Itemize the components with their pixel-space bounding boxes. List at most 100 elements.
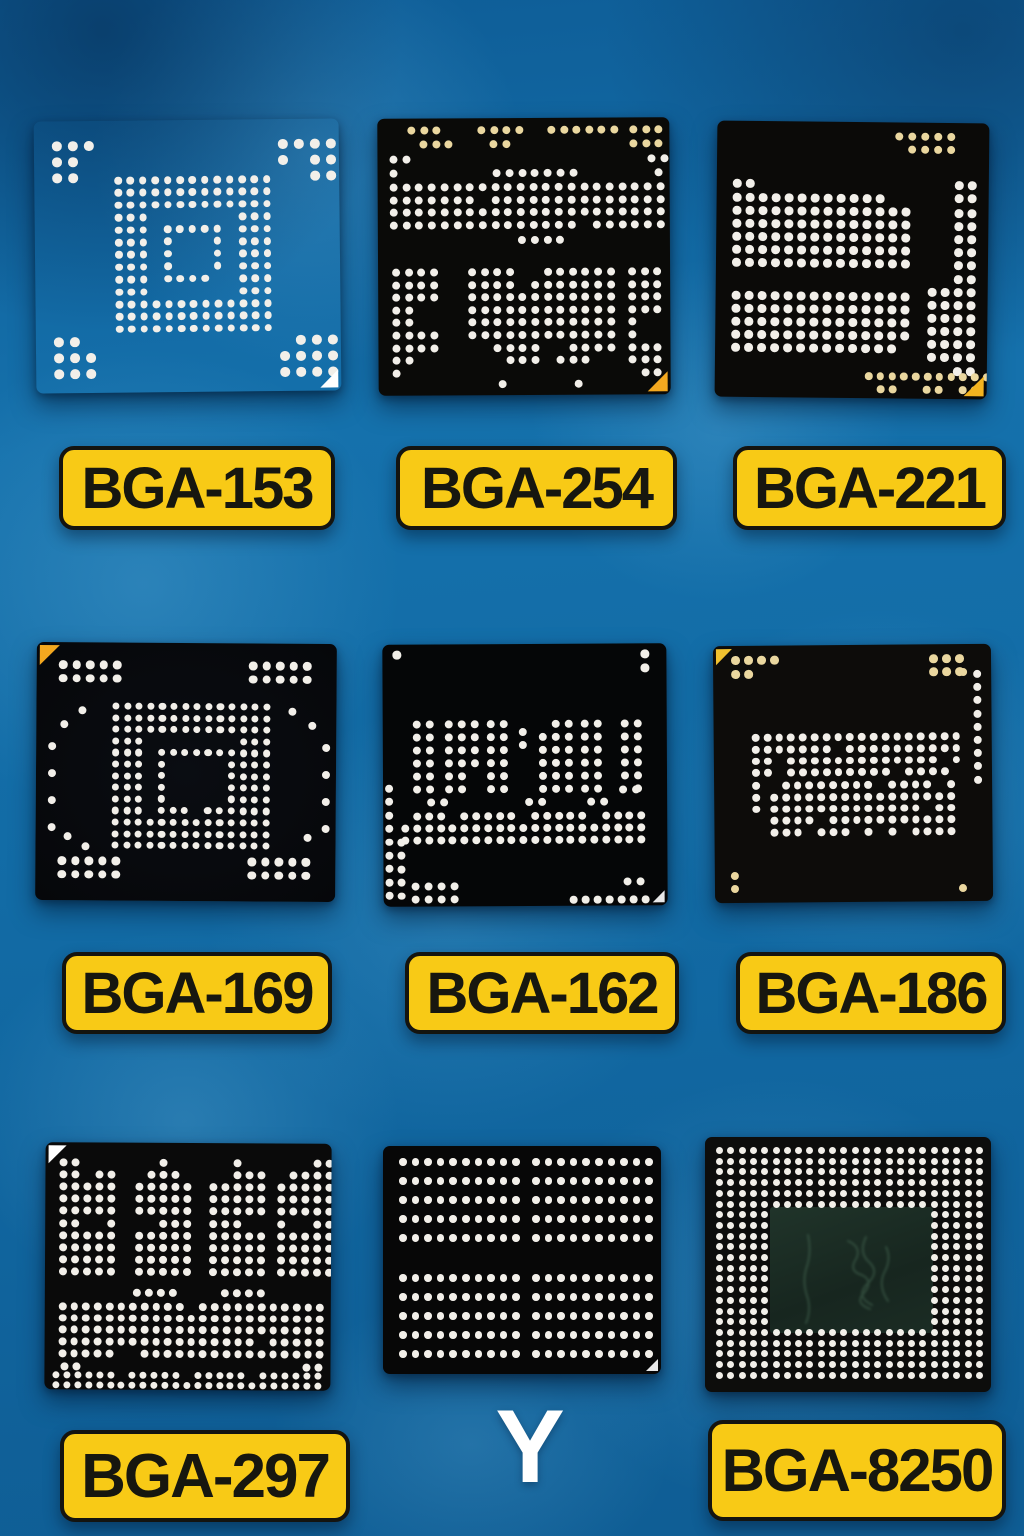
solder-hole <box>238 224 247 233</box>
solder-hole <box>772 1157 780 1165</box>
solder-hole <box>512 1350 520 1358</box>
solder-hole <box>653 305 662 314</box>
solder-hole <box>911 815 920 824</box>
solder-hole <box>582 1177 590 1185</box>
solder-hole <box>874 1350 882 1358</box>
solder-hole <box>793 816 802 825</box>
solder-hole <box>209 1255 218 1264</box>
solder-hole <box>738 1243 746 1251</box>
solder-hole <box>189 299 198 308</box>
solder-hole <box>529 195 538 204</box>
solder-hole <box>620 1196 628 1204</box>
solder-hole <box>822 343 831 353</box>
solder-hole <box>566 823 575 832</box>
solder-hole <box>727 1189 735 1197</box>
solder-hole <box>83 140 94 151</box>
solder-hole <box>846 768 855 777</box>
solder-hole <box>771 193 781 202</box>
solder-hole <box>415 196 424 205</box>
solder-hole <box>930 1232 938 1240</box>
solder-hole <box>727 1211 735 1219</box>
solder-hole <box>975 1264 983 1272</box>
solder-hole <box>967 235 976 244</box>
solder-hole <box>605 220 614 229</box>
solder-hole <box>127 275 136 284</box>
solder-hole <box>277 1183 286 1192</box>
solder-hole <box>177 312 186 321</box>
solder-hole <box>593 732 603 741</box>
solder-hole <box>594 317 603 327</box>
solder-hole <box>413 824 422 833</box>
solder-hole <box>399 1215 407 1223</box>
solder-hole <box>262 842 270 850</box>
solder-hole <box>738 1147 746 1154</box>
solder-hole <box>140 300 148 309</box>
solder-hole <box>480 293 489 302</box>
solder-hole <box>927 339 936 349</box>
solder-hole <box>840 792 849 801</box>
solder-hole <box>940 743 949 752</box>
solder-hole <box>448 835 457 844</box>
solder-hole <box>474 1158 483 1166</box>
solder-hole <box>887 305 897 314</box>
solder-hole <box>727 1168 735 1176</box>
solder-hole <box>512 1331 520 1339</box>
solder-hole <box>795 1157 803 1165</box>
solder-hole <box>213 224 221 233</box>
solder-hole <box>404 331 414 340</box>
solder-hole <box>239 807 247 816</box>
solder-hole <box>262 784 270 792</box>
solder-hole <box>449 1234 457 1242</box>
solder-hole <box>784 206 794 215</box>
solder-hole <box>444 772 454 781</box>
solder-hole <box>888 385 897 393</box>
solder-hole <box>480 331 490 340</box>
solder-hole <box>449 1215 457 1223</box>
solder-hole <box>817 1350 825 1358</box>
solder-hole <box>580 758 590 768</box>
solder-hole <box>424 1177 432 1185</box>
solder-hole <box>595 1350 603 1358</box>
solder-hole <box>127 288 136 296</box>
solder-hole <box>930 1254 938 1261</box>
solder-hole <box>607 1312 616 1320</box>
solder-hole <box>551 771 561 781</box>
solder-hole <box>967 194 977 203</box>
solder-hole <box>795 1179 803 1187</box>
solder-hole <box>164 274 172 283</box>
solder-hole <box>551 758 561 768</box>
alignment-corner-marker <box>39 644 60 666</box>
solder-hole <box>613 823 622 832</box>
solder-hole <box>117 1314 126 1323</box>
solder-hole <box>93 1314 102 1323</box>
solder-hole <box>975 1361 983 1368</box>
solder-hole <box>953 1232 961 1240</box>
solder-hole <box>770 793 779 802</box>
solder-hole <box>908 1179 916 1187</box>
solder-hole <box>202 299 210 308</box>
solder-hole <box>499 1234 508 1242</box>
solder-hole <box>321 824 330 834</box>
solder-hole <box>53 337 64 347</box>
solder-hole <box>402 155 411 164</box>
solder-hole <box>761 1296 769 1304</box>
solder-hole <box>424 1196 432 1204</box>
solder-hole <box>930 1243 938 1251</box>
solder-hole <box>964 1371 972 1379</box>
solder-hole <box>628 317 637 326</box>
solder-hole <box>210 1349 219 1358</box>
solder-hole <box>194 1382 202 1390</box>
solder-hole <box>59 1206 68 1215</box>
solder-hole <box>221 1268 230 1277</box>
solder-hole <box>478 221 487 230</box>
solder-hole <box>607 1350 616 1358</box>
solder-hole <box>85 1371 93 1379</box>
solder-hole <box>942 1339 949 1347</box>
solder-hole <box>132 1288 141 1297</box>
solder-hole <box>964 1286 972 1294</box>
solder-hole <box>953 1339 961 1347</box>
solder-hole <box>188 274 197 283</box>
solder-hole <box>822 291 832 301</box>
solder-hole <box>862 1147 870 1154</box>
solder-hole <box>749 1286 757 1294</box>
